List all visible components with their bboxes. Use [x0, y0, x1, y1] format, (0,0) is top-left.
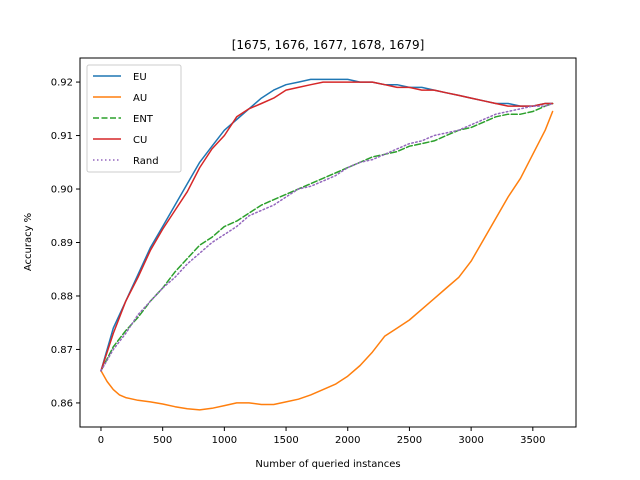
series-line-au	[100, 110, 554, 411]
y-tick-label: 0.92	[51, 78, 73, 89]
x-tick-label: 1000	[212, 435, 237, 446]
x-tick-label: 2000	[335, 435, 360, 446]
x-tick-label: 3500	[520, 435, 545, 446]
x-tick-label: 3000	[458, 435, 483, 446]
x-axis-title: Number of queried instances	[255, 459, 400, 470]
y-tick-label: 0.90	[51, 185, 73, 196]
legend-label-eu: EU	[133, 72, 147, 83]
chart-title: [1675, 1676, 1677, 1678, 1679]	[232, 38, 425, 52]
y-tick-label: 0.91	[51, 131, 73, 142]
x-tick-label: 2500	[397, 435, 422, 446]
y-tick-label: 0.86	[51, 398, 73, 409]
legend-label-rand: Rand	[133, 156, 159, 167]
y-axis: 0.86 0.87 0.88 0.89 0.90 0.91 0.92	[51, 78, 80, 409]
x-tick-label: 500	[153, 435, 172, 446]
x-tick-label: 0	[98, 435, 104, 446]
legend-box	[86, 64, 182, 173]
legend: EU AU ENT CU Rand	[86, 64, 182, 173]
y-tick-label: 0.88	[51, 291, 73, 302]
x-tick-label: 1500	[273, 435, 298, 446]
series-line-ent	[100, 102, 554, 372]
series-line-rand	[100, 102, 554, 372]
series-layer	[100, 78, 554, 411]
x-axis: 0 500 1000 1500 2000 2500 3000 3500	[98, 427, 546, 446]
y-axis-title: Accuracy %	[23, 213, 34, 271]
legend-label-cu: CU	[133, 135, 147, 146]
series-line-cu	[100, 81, 554, 372]
y-tick-label: 0.89	[51, 238, 73, 249]
legend-label-au: AU	[133, 93, 147, 104]
legend-label-ent: ENT	[133, 114, 154, 125]
y-tick-label: 0.87	[51, 345, 73, 356]
